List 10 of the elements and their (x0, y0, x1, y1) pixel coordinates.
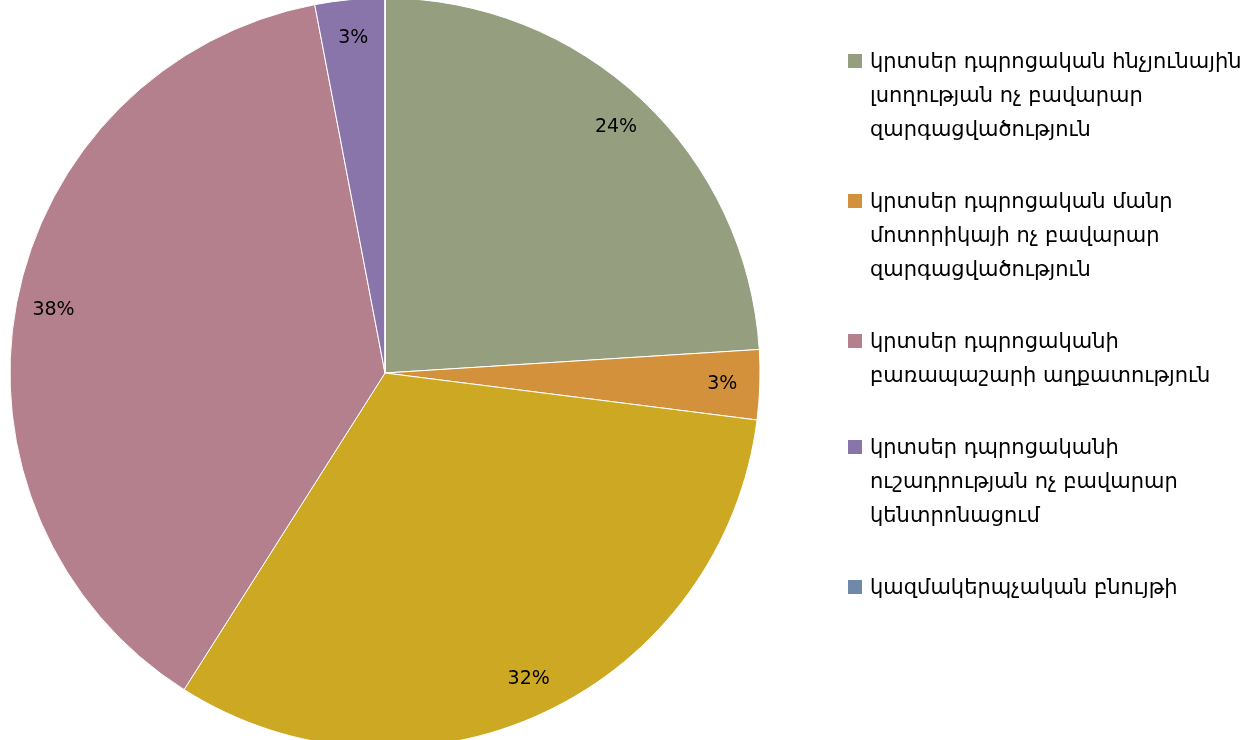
legend-label: կրտսեր դպրոցական մանր մոտորիկայի ոչ բավարար զարգացվածություն (870, 189, 1173, 281)
legend-label: կրտսեր դպրոցական հնչյունային լսողության ոչ բավարար զարգացվածություն (870, 49, 1242, 141)
legend-label: կրտսեր դպրոցականի բառապաշարի աղքատություն (870, 329, 1211, 387)
data-label: 32% (507, 665, 550, 688)
data-label: 3% (338, 24, 369, 47)
data-label: 38% (32, 297, 75, 320)
legend-label: կրտսեր դպրոցականի ուշադրության ոչ բավարար կենտրոնացում (870, 435, 1178, 527)
legend-label: կազմակերպչական բնույթի (870, 575, 1178, 599)
data-label: 3% (707, 371, 738, 394)
data-label: 24% (594, 114, 638, 137)
